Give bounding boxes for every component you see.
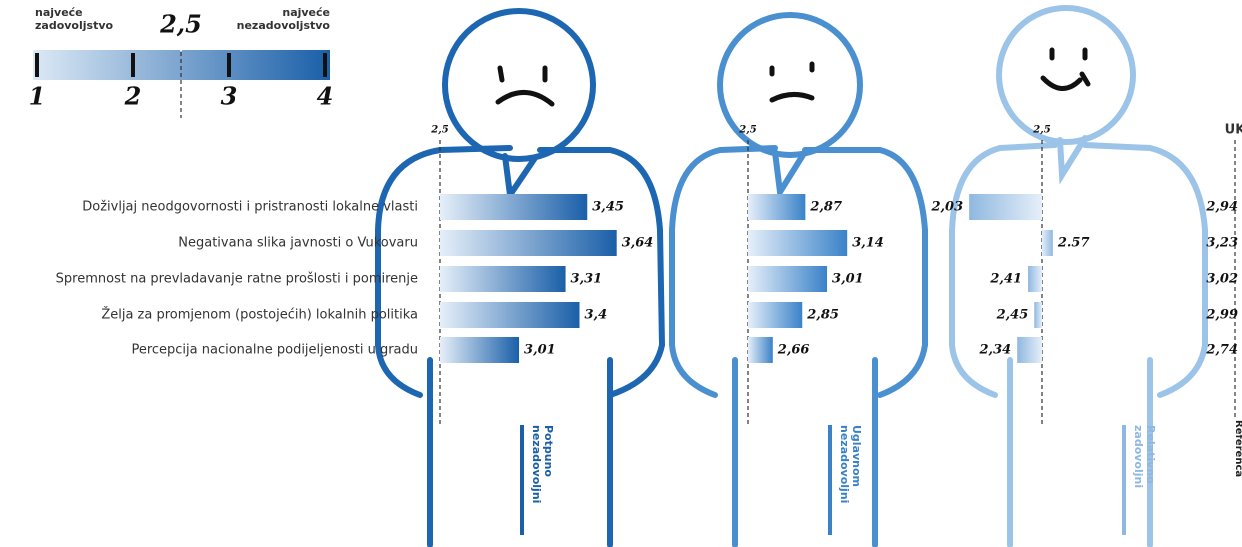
reference-value: 2,94 (1205, 200, 1238, 215)
category-label: Doživljaj neodgovornosti i pristranosti … (82, 200, 418, 215)
legend-tick-label: 4 (317, 82, 334, 111)
bar (969, 194, 1042, 220)
bar (1042, 230, 1053, 256)
bar (1028, 266, 1042, 292)
series-label: Potpuno nezadovoljni (520, 425, 555, 535)
category-label: Negativana slika javnosti o Vukovaru (178, 236, 418, 251)
reference-value: 3,02 (1206, 272, 1238, 287)
bar (440, 302, 580, 328)
bar (440, 337, 520, 363)
category-label: Spremnost na prevladavanje ratne prošlos… (56, 272, 418, 287)
figure-2 (669, 12, 928, 547)
baseline-label: 2,5 (738, 125, 756, 136)
value-label: 3,14 (852, 236, 884, 251)
bar (440, 230, 617, 256)
bar (1017, 337, 1042, 363)
value-label: 2,87 (809, 200, 842, 215)
value-label: 3,4 (585, 308, 608, 323)
value-label: 3,01 (524, 343, 556, 358)
value-label: 2,85 (806, 308, 839, 323)
value-label: 3,01 (832, 272, 864, 287)
bar (748, 266, 828, 292)
value-label: 2,34 (979, 343, 1012, 358)
reference-value: 2,74 (1205, 343, 1238, 358)
series-label: Relativno zadovoljni (1122, 425, 1157, 535)
bar (748, 302, 803, 328)
figure-1 (375, 8, 666, 547)
reference-name: UK (1225, 123, 1242, 138)
face-1 (495, 65, 555, 107)
bar (748, 230, 848, 256)
bar (1034, 302, 1042, 328)
figure-3 (949, 5, 1208, 547)
value-label: 3,31 (571, 272, 603, 287)
legend-marker-arrow (175, 42, 187, 52)
bar (748, 337, 773, 363)
face-3 (1040, 47, 1091, 91)
value-label: 2,41 (989, 272, 1022, 287)
value-label: 2.57 (1057, 236, 1090, 251)
category-label: Želja za promjenom (postojećih) lokalnih… (101, 307, 418, 323)
legend-marker-label: 2,5 (159, 10, 202, 39)
value-label: 3,45 (592, 200, 624, 215)
series-label: Uglavnom nezadovoljni (828, 425, 863, 535)
value-label: 2,66 (777, 343, 810, 358)
reference-label: Referenca (1233, 420, 1242, 478)
legend-right-label: najveće nezadovoljstvo (236, 6, 330, 32)
reference-value: 3,23 (1206, 236, 1238, 251)
legend-tick-label: 2 (124, 82, 142, 111)
value-label: 3,64 (622, 236, 654, 251)
legend-tick-label: 3 (221, 82, 238, 111)
value-label: 2,03 (930, 200, 963, 215)
figures (375, 5, 1208, 547)
bar (440, 194, 588, 220)
bar (440, 266, 566, 292)
legend-left-label: najveće zadovoljstvo (35, 6, 114, 32)
category-label: Percepcija nacionalne podijeljenosti u g… (131, 343, 418, 358)
value-label: 2,45 (996, 308, 1029, 323)
baseline-label: 2,5 (430, 125, 448, 136)
face-2 (769, 61, 815, 103)
reference-value: 2,99 (1205, 308, 1238, 323)
legend-tick-label: 1 (29, 82, 46, 111)
baseline-label: 2,5 (1032, 125, 1050, 136)
bar (748, 194, 806, 220)
